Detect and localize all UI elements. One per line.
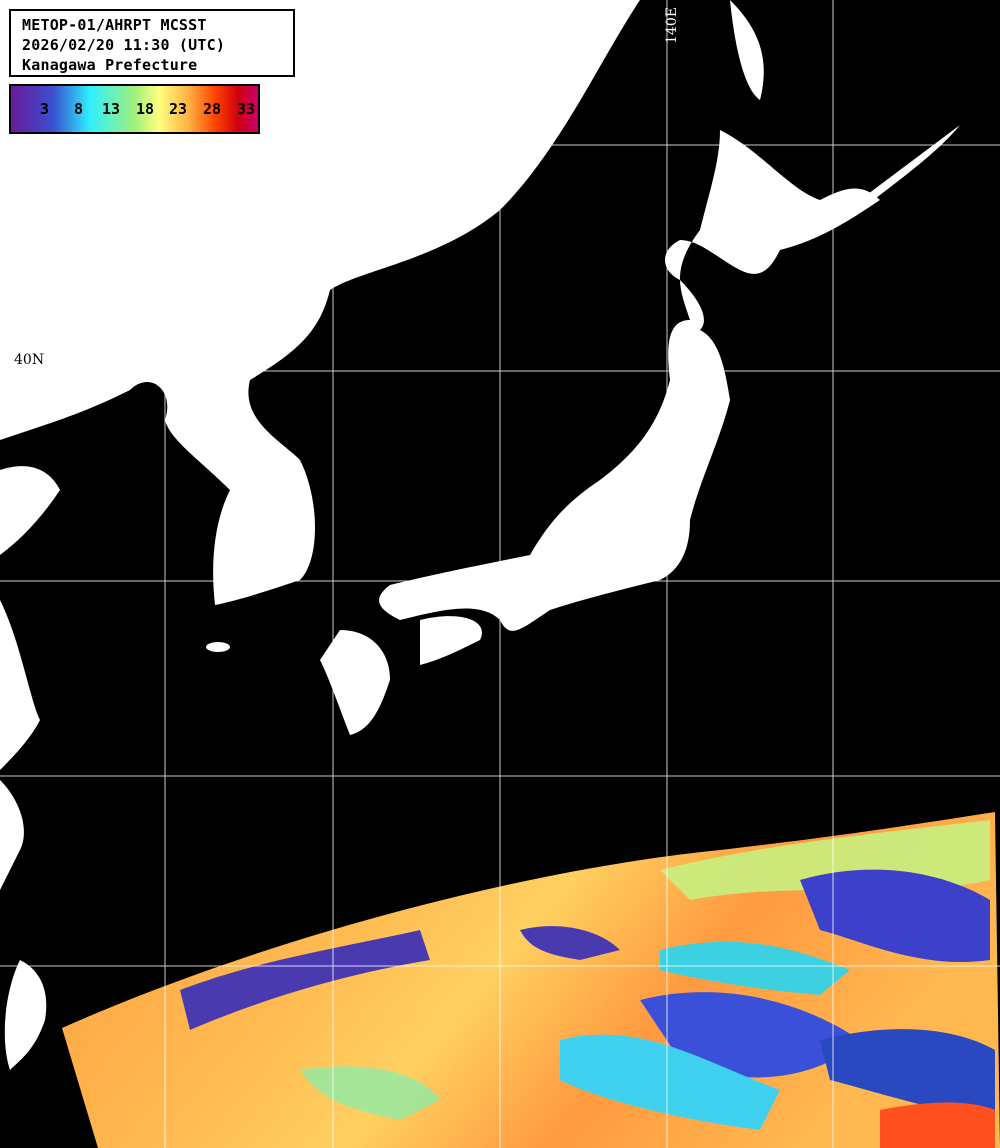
colorbar-tick: 3: [40, 100, 50, 118]
title-box: METOP-01/AHRPT MCSST 2026/02/20 11:30 (U…: [9, 9, 295, 77]
colorbar-tick: 28: [203, 100, 222, 118]
lat-label-30n: 30N: [18, 758, 49, 774]
lon-label-140e: 140E: [664, 7, 680, 44]
satellite-product: METOP-01/AHRPT MCSST: [22, 16, 207, 34]
sst-swath: [62, 812, 1000, 1148]
colorbar-tick: 8: [74, 100, 84, 118]
temperature-colorbar: 3 8 13 18 23 28 33: [9, 84, 260, 134]
lat-label-40n: 40N: [14, 352, 45, 368]
land: [0, 0, 960, 1070]
colorbar-tick: 18: [136, 100, 155, 118]
colorbar-tick: 23: [169, 100, 188, 118]
colorbar-tick: 33: [237, 100, 256, 118]
region-name: Kanagawa Prefecture: [22, 56, 198, 74]
colorbar-tick: 13: [102, 100, 121, 118]
observation-time: 2026/02/20 11:30 (UTC): [22, 36, 226, 54]
